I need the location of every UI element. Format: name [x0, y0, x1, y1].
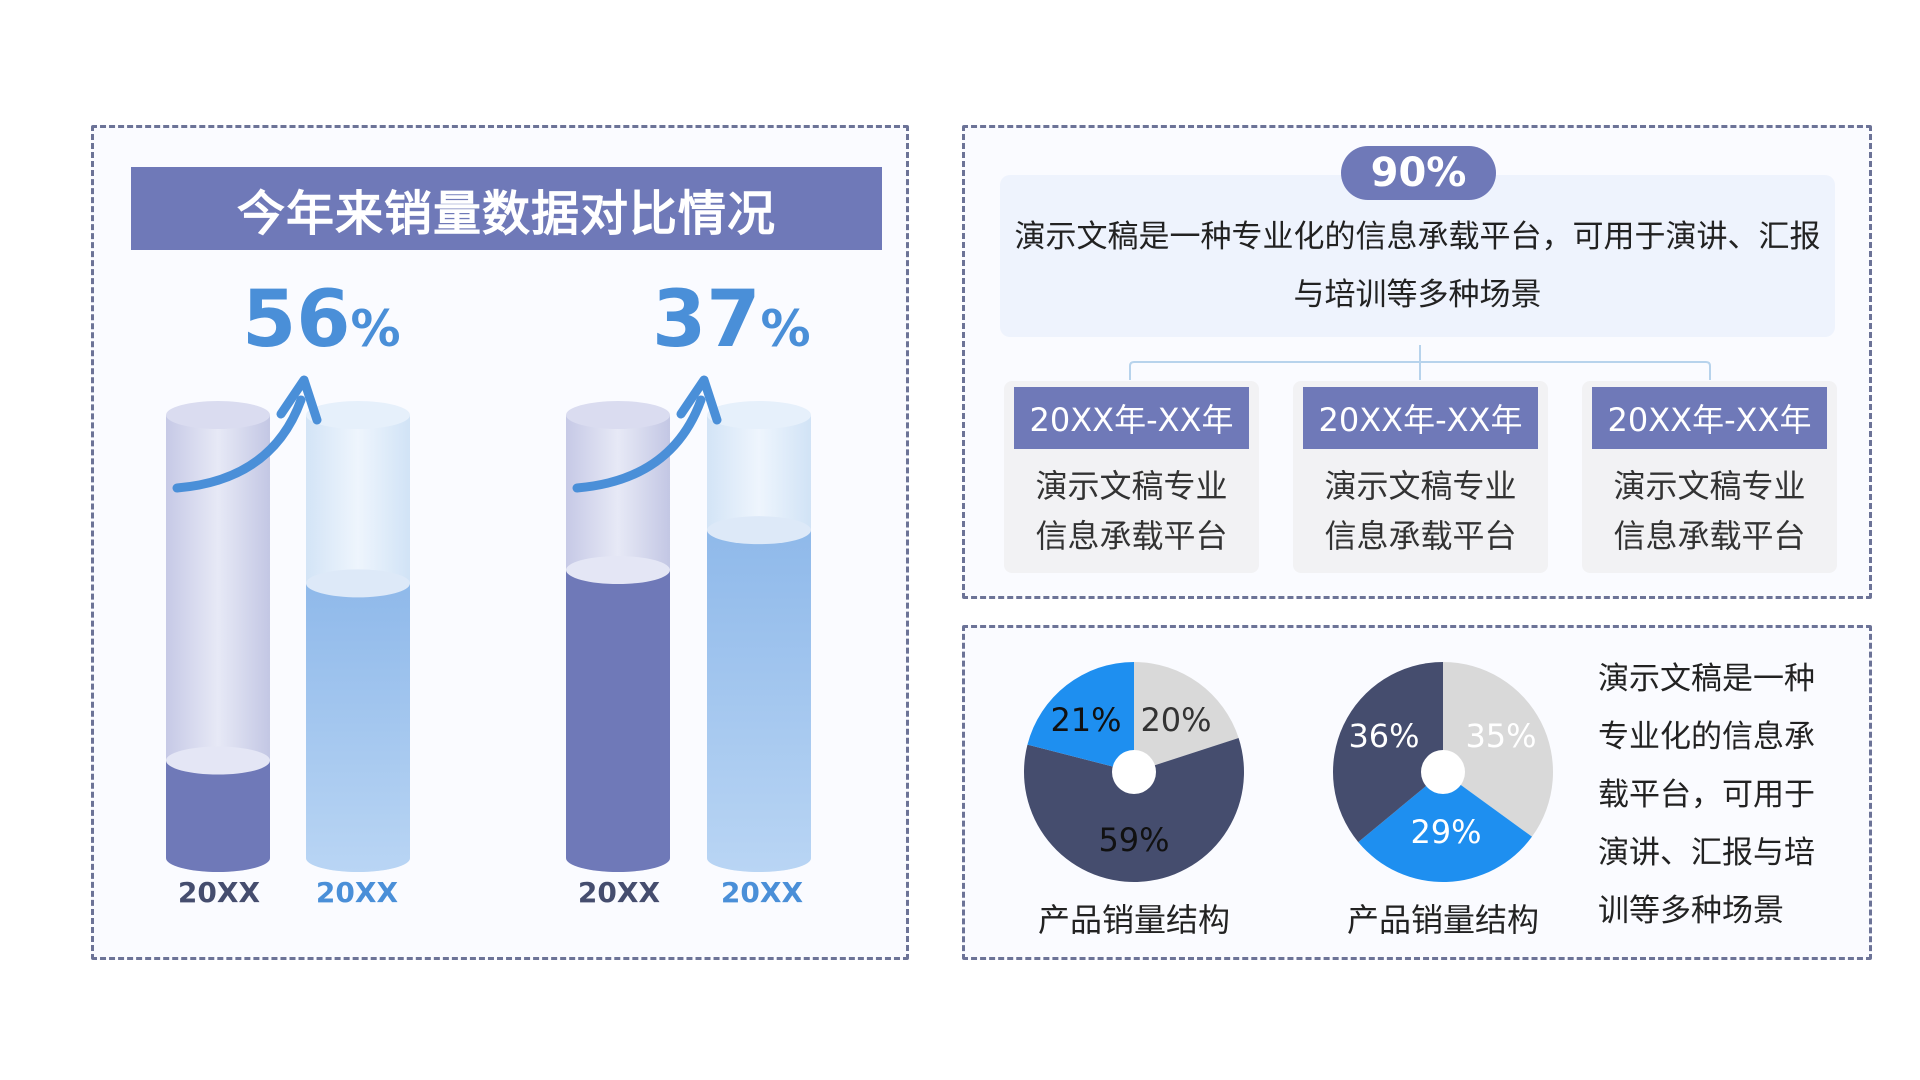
- percent-badge: 90%: [1341, 146, 1496, 200]
- pie-hole: [1421, 750, 1465, 794]
- card-heading: 20XX年-XX年: [1303, 387, 1538, 449]
- pie-slice: [1134, 662, 1239, 772]
- info-card-3: 20XX年-XX年 演示文稿专业 信息承载平台: [1582, 381, 1837, 573]
- pie-chart-1: 20% 59% 21%: [1024, 662, 1244, 882]
- pie-slice: [1333, 662, 1443, 843]
- pie-data-label: 35%: [1465, 717, 1536, 755]
- growth-percent-1: 56%: [242, 275, 401, 365]
- pie-chart-2: 35% 29% 36%: [1333, 662, 1553, 882]
- growth-arrow-2-icon: [572, 375, 722, 493]
- panel-title: 今年来销量数据对比情况: [131, 167, 882, 250]
- pie-slice: [1358, 772, 1532, 882]
- card-heading: 20XX年-XX年: [1592, 387, 1827, 449]
- growth-arrow-1-icon: [172, 375, 322, 493]
- bar-label-2: 20XX: [315, 876, 399, 909]
- pie-data-label: 21%: [1050, 701, 1121, 739]
- pie-caption-1: 产品销量结构: [1037, 901, 1230, 939]
- info-card-2: 20XX年-XX年 演示文稿专业 信息承载平台: [1293, 381, 1548, 573]
- cylinder-chart: [166, 375, 811, 872]
- bar-label-1: 20XX: [177, 876, 261, 909]
- pie-data-label: 29%: [1410, 813, 1481, 851]
- pie-slice: [1027, 662, 1134, 772]
- info-box: [1000, 175, 1835, 337]
- cylinder-bar-4: [707, 401, 811, 872]
- card-body: 演示文稿专业 信息承载平台: [1613, 467, 1806, 555]
- side-description: 演示文稿是一种专业化的信息承载平台，可用于演讲、汇报与培训等多种场景: [1598, 661, 1815, 929]
- info-card-1: 20XX年-XX年 演示文稿专业 信息承载平台: [1004, 381, 1259, 573]
- cylinder-bar-2: [306, 401, 410, 872]
- pie-data-label: 20%: [1140, 701, 1211, 739]
- pie-data-label: 36%: [1348, 717, 1419, 755]
- info-description: 演示文稿是一种专业化的信息承载平台，可用于演讲、汇报与培训等多种场景: [1014, 219, 1821, 313]
- cylinder-bar-3: [566, 401, 670, 872]
- cylinder-bar-1: [166, 401, 270, 872]
- bar-label-4: 20XX: [720, 876, 804, 909]
- pie-slice: [1443, 662, 1553, 837]
- pie-hole: [1112, 750, 1156, 794]
- growth-percent-2: 37%: [652, 275, 811, 365]
- connector-lines: [1129, 345, 1711, 380]
- card-heading: 20XX年-XX年: [1014, 387, 1249, 449]
- bar-label-3: 20XX: [577, 876, 661, 909]
- pie-caption-2: 产品销量结构: [1346, 901, 1539, 939]
- pie-slice: [1024, 738, 1244, 882]
- card-body: 演示文稿专业 信息承载平台: [1324, 467, 1517, 555]
- card-body: 演示文稿专业 信息承载平台: [1035, 467, 1228, 555]
- pie-data-label: 59%: [1098, 821, 1169, 859]
